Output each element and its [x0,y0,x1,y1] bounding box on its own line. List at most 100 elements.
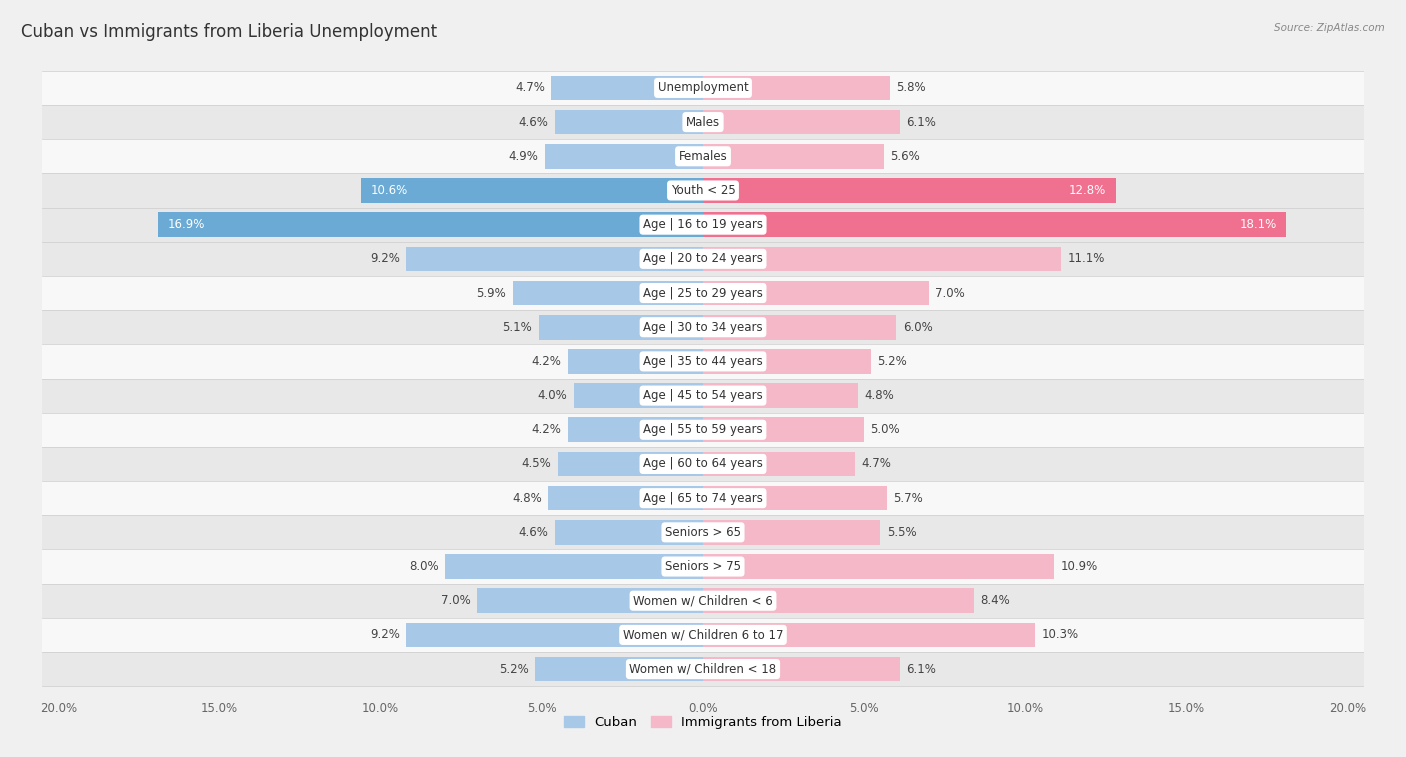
Text: 6.1%: 6.1% [905,116,936,129]
Text: 5.5%: 5.5% [887,526,917,539]
Bar [0,584,1406,618]
Bar [703,213,1286,237]
Text: Seniors > 75: Seniors > 75 [665,560,741,573]
Text: 6.1%: 6.1% [905,662,936,675]
Bar [536,657,703,681]
Bar [703,622,1035,647]
Bar [703,520,880,544]
Bar [0,139,1406,173]
Bar [513,281,703,305]
Text: 18.1%: 18.1% [1240,218,1277,231]
Bar [703,554,1054,579]
Text: Age | 60 to 64 years: Age | 60 to 64 years [643,457,763,470]
Bar [558,452,703,476]
Bar [406,622,703,647]
Text: Women w/ Children 6 to 17: Women w/ Children 6 to 17 [623,628,783,641]
Bar [0,173,1406,207]
Bar [0,516,1406,550]
Bar [703,144,883,169]
Bar [703,657,900,681]
Legend: Cuban, Immigrants from Liberia: Cuban, Immigrants from Liberia [560,710,846,734]
Bar [0,550,1406,584]
Text: 5.2%: 5.2% [877,355,907,368]
Text: 4.7%: 4.7% [860,457,891,470]
Bar [703,76,890,100]
Text: Age | 16 to 19 years: Age | 16 to 19 years [643,218,763,231]
Text: Age | 55 to 59 years: Age | 55 to 59 years [643,423,763,436]
Bar [0,481,1406,516]
Bar [0,276,1406,310]
Text: 6.0%: 6.0% [903,321,932,334]
Text: Age | 25 to 29 years: Age | 25 to 29 years [643,287,763,300]
Text: Source: ZipAtlas.com: Source: ZipAtlas.com [1274,23,1385,33]
Bar [406,247,703,271]
Bar [478,588,703,613]
Text: 4.8%: 4.8% [865,389,894,402]
Bar [446,554,703,579]
Text: 5.6%: 5.6% [890,150,920,163]
Text: Age | 20 to 24 years: Age | 20 to 24 years [643,252,763,266]
Bar [538,315,703,340]
Text: 5.9%: 5.9% [477,287,506,300]
Bar [159,213,703,237]
Bar [568,417,703,442]
Text: 5.8%: 5.8% [897,82,927,95]
Bar [0,378,1406,413]
Text: Age | 30 to 34 years: Age | 30 to 34 years [643,321,763,334]
Bar [551,76,703,100]
Text: 4.9%: 4.9% [509,150,538,163]
Bar [361,178,703,203]
Text: 5.7%: 5.7% [893,491,922,505]
Text: 7.0%: 7.0% [935,287,965,300]
Text: 8.4%: 8.4% [980,594,1010,607]
Bar [0,652,1406,686]
Bar [703,383,858,408]
Text: 5.0%: 5.0% [870,423,900,436]
Text: 8.0%: 8.0% [409,560,439,573]
Text: 10.9%: 10.9% [1060,560,1098,573]
Bar [703,486,887,510]
Text: Males: Males [686,116,720,129]
Text: 9.2%: 9.2% [370,628,399,641]
Text: 4.5%: 4.5% [522,457,551,470]
Bar [703,588,974,613]
Text: 5.1%: 5.1% [502,321,531,334]
Text: 4.6%: 4.6% [519,116,548,129]
Bar [0,71,1406,105]
Bar [546,144,703,169]
Text: Age | 45 to 54 years: Age | 45 to 54 years [643,389,763,402]
Text: Seniors > 65: Seniors > 65 [665,526,741,539]
Bar [703,178,1115,203]
Text: 4.2%: 4.2% [531,355,561,368]
Text: Youth < 25: Youth < 25 [671,184,735,197]
Bar [703,417,865,442]
Text: 5.2%: 5.2% [499,662,529,675]
Text: 4.6%: 4.6% [519,526,548,539]
Text: Females: Females [679,150,727,163]
Text: Age | 35 to 44 years: Age | 35 to 44 years [643,355,763,368]
Bar [574,383,703,408]
Text: Women w/ Children < 6: Women w/ Children < 6 [633,594,773,607]
Text: Cuban vs Immigrants from Liberia Unemployment: Cuban vs Immigrants from Liberia Unemplo… [21,23,437,41]
Text: 11.1%: 11.1% [1067,252,1105,266]
Bar [0,207,1406,241]
Text: Unemployment: Unemployment [658,82,748,95]
Text: 4.7%: 4.7% [515,82,546,95]
Text: 4.8%: 4.8% [512,491,541,505]
Bar [0,447,1406,481]
Text: 4.2%: 4.2% [531,423,561,436]
Bar [0,413,1406,447]
Text: 10.6%: 10.6% [371,184,408,197]
Text: Age | 65 to 74 years: Age | 65 to 74 years [643,491,763,505]
Bar [0,344,1406,378]
Bar [555,520,703,544]
Bar [703,110,900,135]
Bar [0,618,1406,652]
Bar [0,310,1406,344]
Text: 16.9%: 16.9% [167,218,205,231]
Bar [703,349,870,374]
Text: 9.2%: 9.2% [370,252,399,266]
Text: 4.0%: 4.0% [538,389,568,402]
Bar [555,110,703,135]
Bar [703,315,897,340]
